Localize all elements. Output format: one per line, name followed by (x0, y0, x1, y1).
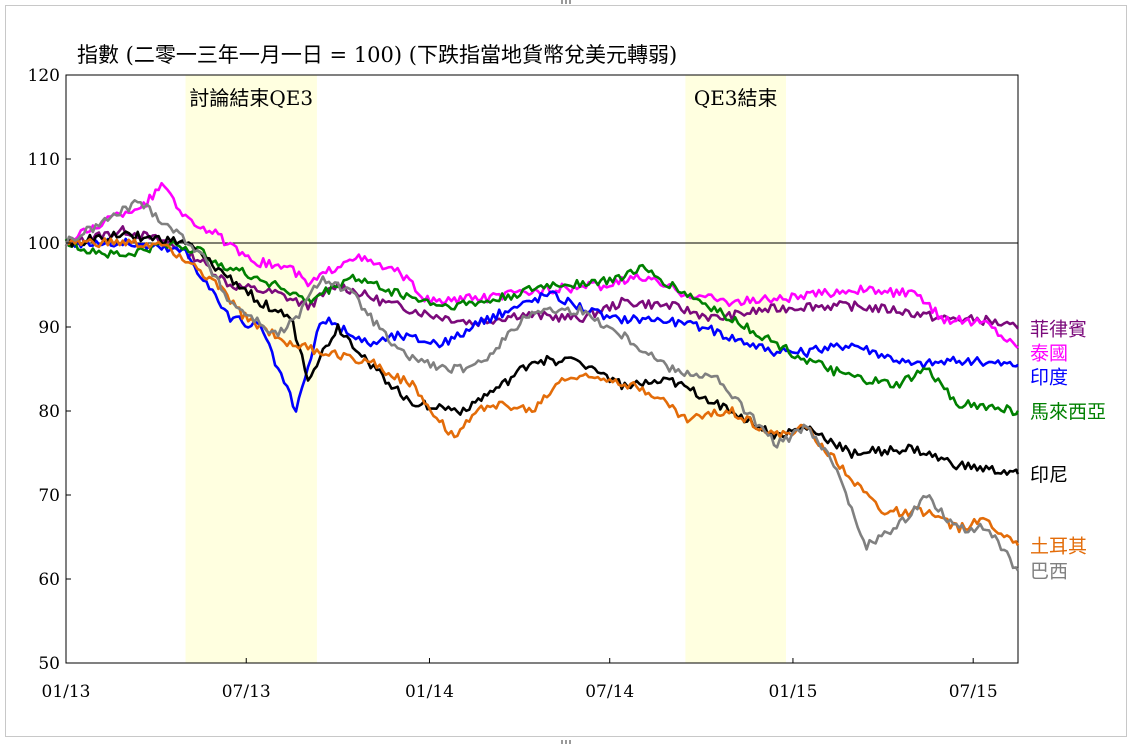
shaded-period-label-1: QE3結束 (694, 86, 778, 110)
resize-handle-top[interactable] (561, 0, 573, 4)
series-line-3 (64, 238, 1020, 417)
x-tick-label: 07/14 (585, 682, 634, 702)
y-tick-label: 100 (28, 234, 60, 254)
series-label-6: 巴西 (1030, 561, 1068, 583)
shaded-period-1 (685, 75, 786, 663)
series-label-5: 土耳其 (1030, 535, 1087, 557)
x-tick-label: 01/14 (405, 682, 454, 702)
x-tick-label: 01/13 (42, 682, 91, 702)
series-line-2 (64, 237, 1019, 413)
x-tick-label: 01/15 (768, 682, 817, 702)
series-line-1 (65, 181, 1019, 349)
shaded-period-label-0: 討論結束QE3 (189, 86, 313, 110)
plot-area (65, 74, 1019, 664)
series-label-2: 印度 (1030, 367, 1068, 389)
chart-title: 指數 (二零一三年一月一日 = 100) (下跌指當地貨幣兌美元轉弱) (77, 43, 677, 67)
y-tick-label: 110 (28, 150, 60, 170)
chart-window-frame (5, 5, 1127, 737)
resize-handle-bottom[interactable] (561, 740, 573, 744)
series-label-4: 印尼 (1030, 464, 1068, 486)
y-tick-label: 80 (38, 402, 60, 422)
series-label-3: 馬來西亞 (1030, 401, 1106, 423)
shaded-period-0 (185, 75, 317, 663)
series-line-5 (65, 237, 1020, 546)
series-line-4 (65, 230, 1020, 476)
x-tick-label: 07/15 (949, 682, 998, 702)
x-tick-label: 07/13 (222, 682, 271, 702)
y-tick-label: 70 (38, 486, 60, 506)
y-tick-label: 120 (28, 66, 60, 86)
series-label-0: 菲律賓 (1030, 319, 1087, 341)
series-line-6 (64, 199, 1020, 572)
series-label-1: 泰國 (1030, 343, 1068, 365)
y-tick-label: 90 (38, 318, 60, 338)
series-line-0 (65, 225, 1020, 330)
y-tick-label: 60 (38, 570, 60, 590)
y-tick-label: 50 (38, 654, 60, 674)
